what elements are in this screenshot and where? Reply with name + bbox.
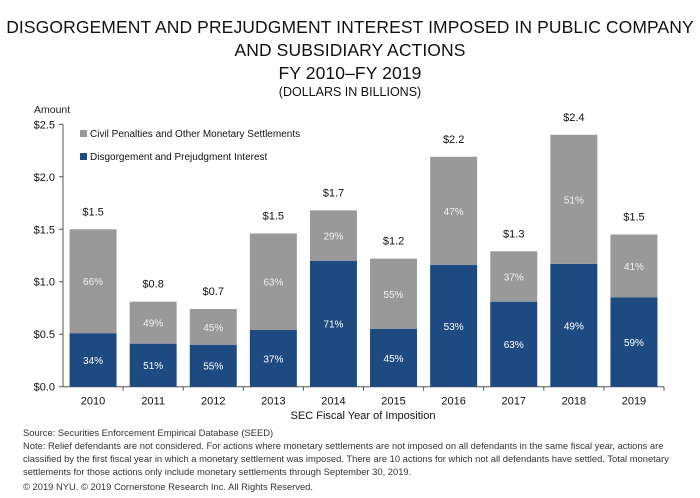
x-tick-label: 2019 xyxy=(622,396,646,408)
bar-segment-civil-penalties xyxy=(129,301,177,344)
bar-segment-disgorgement xyxy=(430,264,478,387)
bar-percent-label: 59% xyxy=(624,338,644,349)
bar-segment-civil-penalties xyxy=(309,210,357,261)
bar-percent-label: 41% xyxy=(624,262,644,273)
bar-segment-disgorgement xyxy=(610,297,658,387)
x-tick-label: 2015 xyxy=(381,396,405,408)
bar-segment-disgorgement xyxy=(490,301,538,387)
x-tick-label: 2013 xyxy=(261,396,285,408)
bar-percent-label: 45% xyxy=(384,354,404,365)
bar-total-label: $0.8 xyxy=(142,279,163,291)
bar-percent-label: 47% xyxy=(444,207,464,218)
bar-segment-civil-penalties xyxy=(249,233,297,331)
x-axis-label: SEC Fiscal Year of Imposition xyxy=(291,410,436,422)
bar-percent-label: 55% xyxy=(384,290,404,301)
bar-percent-label: 55% xyxy=(203,362,223,373)
bar-segment-civil-penalties xyxy=(189,309,237,345)
x-tick-label: 2017 xyxy=(502,396,526,408)
bar-segment-civil-penalties xyxy=(550,134,598,264)
bar-total-label: $1.7 xyxy=(323,187,344,199)
bar-segment-civil-penalties xyxy=(610,234,658,298)
chart-title-line-2: AND SUBSIDIARY ACTIONS xyxy=(234,40,466,60)
bar-total-label: $1.5 xyxy=(263,210,284,222)
y-tick-label: $2.0 xyxy=(34,172,55,184)
bar-percent-label: 63% xyxy=(263,278,283,289)
x-tick-label: 2018 xyxy=(562,396,586,408)
y-tick-label: $1.0 xyxy=(34,277,55,289)
bar-percent-label: 37% xyxy=(504,272,524,283)
legend-swatch-disgorgement xyxy=(80,153,87,160)
bar-total-label: $2.2 xyxy=(443,134,464,146)
legend-label-civil-penalties: Civil Penalties and Other Monetary Settl… xyxy=(90,129,300,140)
bar-total-label: $0.7 xyxy=(203,286,224,298)
chart-title-line-3: FY 2010–FY 2019 xyxy=(278,63,422,83)
x-tick-label: 2010 xyxy=(81,396,105,408)
y-tick-label: $0.0 xyxy=(34,382,55,394)
y-tick-label: $2.5 xyxy=(34,119,55,131)
bar-percent-label: 66% xyxy=(83,277,103,288)
bar-percent-label: 63% xyxy=(504,340,524,351)
bar-segment-civil-penalties xyxy=(69,229,117,334)
bar-percent-label: 29% xyxy=(323,232,343,243)
bar-percent-label: 53% xyxy=(444,322,464,333)
bar-total-label: $1.2 xyxy=(383,236,404,248)
bar-segment-disgorgement xyxy=(309,260,357,387)
x-tick-label: 2014 xyxy=(321,396,345,408)
methodology-note: Note: Relief defendants are not consider… xyxy=(23,440,669,477)
source-note: Source: Securities Enforcement Empirical… xyxy=(23,427,274,438)
bar-segment-disgorgement xyxy=(370,328,418,387)
bar-segment-disgorgement xyxy=(550,263,598,387)
legend-label-disgorgement: Disgorgement and Prejudgment Interest xyxy=(90,152,268,163)
bar-segment-disgorgement xyxy=(189,344,237,387)
copyright: © 2019 NYU. © 2019 Cornerstone Research … xyxy=(23,481,313,492)
bar-total-label: $1.5 xyxy=(82,206,103,218)
bar-percent-label: 71% xyxy=(323,320,343,331)
chart-subtitle: (DOLLARS IN BILLIONS) xyxy=(278,85,422,99)
bar-percent-label: 49% xyxy=(143,319,163,330)
bar-segment-civil-penalties xyxy=(430,156,478,265)
legend-swatch-civil-penalties xyxy=(80,130,87,137)
bar-total-label: $2.4 xyxy=(563,112,584,124)
bar-segment-civil-penalties xyxy=(370,258,418,329)
bar-percent-label: 51% xyxy=(564,195,584,206)
legend: Civil Penalties and Other Monetary Settl… xyxy=(80,129,300,163)
y-axis-label: Amount xyxy=(34,104,70,116)
bar-chart: Amount SEC Fiscal Year of Imposition Civ… xyxy=(34,104,665,422)
bar-total-label: $1.3 xyxy=(503,228,524,240)
y-tick-label: $1.5 xyxy=(34,224,55,236)
bar-percent-label: 34% xyxy=(83,356,103,367)
y-tick-label: $0.5 xyxy=(34,329,55,341)
x-tick-label: 2011 xyxy=(141,396,165,408)
bar-segment-civil-penalties xyxy=(490,251,538,302)
bar-percent-label: 51% xyxy=(143,361,163,372)
bar-percent-label: 37% xyxy=(263,354,283,365)
bar-percent-label: 49% xyxy=(564,321,584,332)
bar-segment-disgorgement xyxy=(69,333,117,387)
bar-segment-disgorgement xyxy=(129,343,177,387)
bar-segment-disgorgement xyxy=(249,330,297,387)
bar-total-label: $1.5 xyxy=(623,212,644,224)
bar-percent-label: 45% xyxy=(203,323,223,334)
x-tick-label: 2016 xyxy=(441,396,465,408)
chart-title-line-1: DISGORGEMENT AND PREJUDGMENT INTEREST IM… xyxy=(6,17,694,37)
x-tick-label: 2012 xyxy=(201,396,225,408)
